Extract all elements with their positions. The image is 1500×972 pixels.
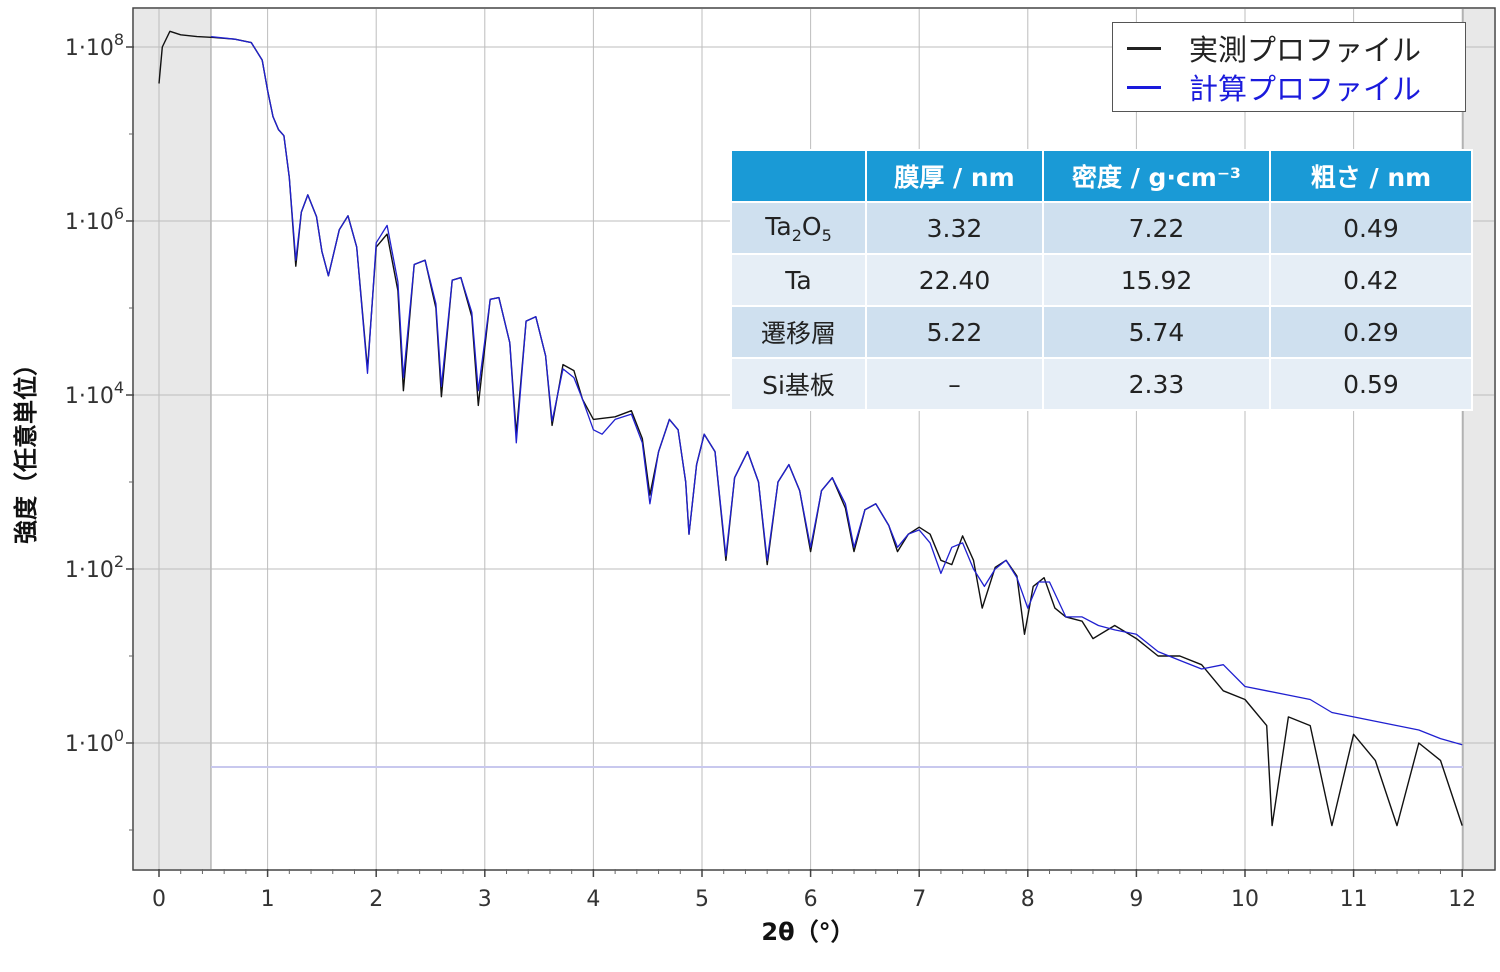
table-row: Ta2O5 3.32 7.22 0.49: [730, 201, 1473, 255]
x-tick-label: 4: [586, 887, 600, 912]
table-row: Si基板 – 2.33 0.59: [730, 357, 1473, 411]
series-layer: [158, 30, 1463, 827]
table-header-layer: [730, 149, 867, 203]
table-cell-layer: Si基板: [730, 357, 867, 411]
table-cell-density: 7.22: [1042, 201, 1271, 255]
table-cell-density: 2.33: [1042, 357, 1271, 411]
legend-swatch-measured: [1127, 46, 1161, 50]
table-cell-layer: 遷移層: [730, 305, 867, 359]
series-calculated-line: [211, 35, 1463, 746]
table-cell-layer: Ta2O5: [730, 201, 867, 255]
table-header-thickness: 膜厚 / nm: [865, 149, 1044, 203]
plot-background: [132, 7, 1496, 871]
table-header-density: 密度 / g·cm⁻³: [1042, 149, 1271, 203]
excluded-region-left: [134, 9, 211, 869]
x-tick-label: 9: [1129, 887, 1143, 912]
x-tick-label: 7: [912, 887, 926, 912]
x-tick-label: 1: [261, 887, 275, 912]
table-cell-thickness: 22.40: [865, 253, 1044, 307]
x-tick-label: 8: [1021, 887, 1035, 912]
y-axis: 1·100 1·102 1·104 1·106 1·108: [65, 30, 134, 831]
y-axis-title: 強度（任意単位）: [12, 352, 40, 544]
table-cell-layer: Ta: [730, 253, 867, 307]
table-cell-density: 15.92: [1042, 253, 1271, 307]
y-tick-label: 1·106: [65, 204, 124, 235]
table-cell-density: 5.74: [1042, 305, 1271, 359]
y-tick-label: 1·102: [65, 552, 124, 583]
x-tick-label: 12: [1448, 887, 1476, 912]
layer-parameter-table: 膜厚 / nm 密度 / g·cm⁻³ 粗さ / nm Ta2O5 3.32 7…: [730, 149, 1473, 411]
legend-item-measured: 実測プロファイル: [1127, 28, 1421, 68]
legend-swatch-calculated: [1127, 85, 1161, 89]
x-tick-label: 6: [804, 887, 818, 912]
table-cell-roughness: 0.49: [1269, 201, 1473, 255]
table-row: 遷移層 5.22 5.74 0.29: [730, 305, 1473, 359]
x-tick-label: 10: [1231, 887, 1259, 912]
table-cell-thickness: –: [865, 357, 1044, 411]
excluded-region-right: [1463, 9, 1494, 869]
table-cell-roughness: 0.42: [1269, 253, 1473, 307]
table-header-row: 膜厚 / nm 密度 / g·cm⁻³ 粗さ / nm: [730, 149, 1473, 203]
x-tick-label: 5: [695, 887, 709, 912]
x-tick-label: 3: [478, 887, 492, 912]
table-cell-roughness: 0.29: [1269, 305, 1473, 359]
legend-label-measured: 実測プロファイル: [1189, 33, 1422, 67]
table-header-roughness: 粗さ / nm: [1269, 149, 1473, 203]
legend-label-calculated: 計算プロファイル: [1189, 72, 1422, 106]
table-row: Ta 22.40 15.92 0.42: [730, 253, 1473, 307]
table-cell-thickness: 3.32: [865, 201, 1044, 255]
legend: 実測プロファイル 計算プロファイル: [1112, 22, 1466, 112]
table-cell-roughness: 0.59: [1269, 357, 1473, 411]
x-tick-label: 2: [369, 887, 383, 912]
y-tick-label: 1·100: [65, 726, 124, 757]
y-tick-label: 1·104: [65, 378, 124, 409]
y-tick-label: 1·108: [65, 30, 124, 61]
x-tick-label: 0: [152, 887, 166, 912]
x-axis-title: 2θ（°）: [761, 918, 854, 946]
x-axis: 0 1 2 3 4 5 6 7 8 9 10 11 12: [152, 869, 1476, 912]
x-tick-label: 11: [1340, 887, 1368, 912]
table-cell-thickness: 5.22: [865, 305, 1044, 359]
legend-item-calculated: 計算プロファイル: [1127, 67, 1421, 107]
